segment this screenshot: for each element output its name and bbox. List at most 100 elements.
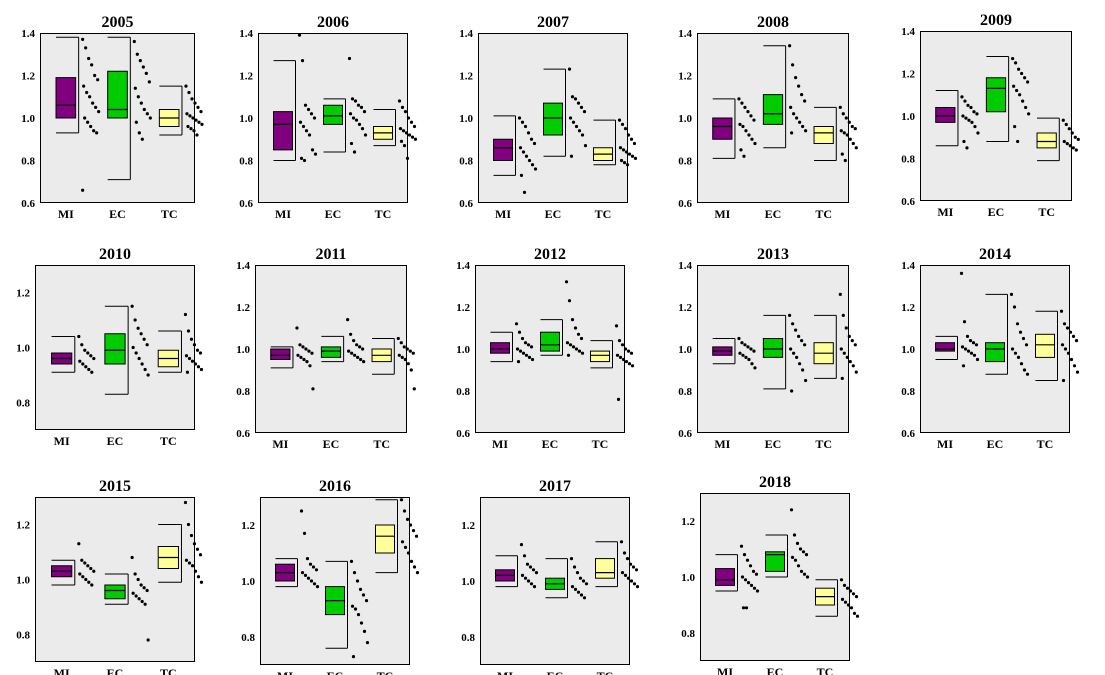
data-point [530,163,535,167]
data-point [299,355,303,359]
data-point [614,324,619,328]
y-tick-label: 1.2 [901,302,915,314]
data-point [398,127,403,131]
x-category-label: EC [107,434,124,448]
data-point [87,367,91,372]
y-tick-label: 1.0 [678,344,692,356]
plot-svg: 2013 0.6 0.8 1.0 1.2 1.4 MI EC TC [678,246,858,451]
box-MI [273,33,318,163]
x-category-label: TC [160,434,177,448]
data-point [622,161,627,165]
data-point [632,141,637,146]
data-point [412,124,417,129]
data-point [970,120,974,124]
data-point [397,99,402,103]
data-point [1061,118,1065,122]
data-point [843,600,848,604]
data-point [1027,112,1031,116]
data-point [627,152,632,156]
data-point [400,355,404,359]
data-point [309,579,314,583]
data-point [189,337,194,341]
data-point [516,360,521,364]
y-tick-label: 1.4 [459,28,473,40]
data-point [626,576,631,580]
data-point [147,80,151,84]
data-point [306,576,311,580]
x-category-label: EC [325,207,342,221]
data-point [400,105,405,109]
box-TC [813,292,858,380]
plot-svg: 2005 0.6 0.8 1.0 1.2 1.4 MI EC TC [21,14,204,221]
data-point [146,638,150,642]
data-point [399,498,404,502]
plot-svg: 2018 0.8 1.0 1.2 MI EC TC [681,474,860,675]
data-point [752,118,756,122]
data-point [515,347,520,351]
data-point [1064,122,1068,127]
data-point [363,133,368,137]
data-point [192,129,196,133]
data-point [87,56,91,61]
data-point [579,105,584,109]
x-category-label: MI [492,437,508,451]
data-point [523,124,528,129]
box-TC [1036,117,1080,162]
data-point [788,313,792,317]
y-tick-label: 0.6 [459,198,473,210]
box-EC [985,292,1030,376]
data-point [405,517,410,521]
plot-svg: 2016 0.8 1.0 1.2 MI EC TC [241,478,420,675]
x-category-label: EC [547,669,564,675]
x-category-label: TC [597,669,614,675]
data-point [799,569,804,573]
data-point [364,599,369,603]
data-point [1059,309,1064,313]
data-point [635,585,640,589]
data-point [1021,336,1026,341]
data-point [1014,61,1018,65]
data-point [80,558,84,562]
data-point [136,95,140,99]
data-point [619,158,624,163]
data-point [577,349,582,353]
data-point [626,133,631,137]
data-point [88,95,92,99]
data-point [199,110,203,114]
data-point [620,571,625,575]
data-point [580,351,585,355]
data-point [81,188,85,192]
data-point [630,364,635,368]
data-point [748,564,753,568]
x-category-label: EC [765,207,782,221]
data-point [853,343,857,347]
data-point [407,133,412,137]
data-point [962,320,967,324]
data-point [356,613,361,617]
data-point [962,139,966,144]
data-point [1012,305,1017,309]
data-point [840,376,844,380]
data-point [1065,142,1069,146]
data-point [969,105,973,110]
data-point [360,127,365,131]
data-point [1009,292,1014,296]
boxplot-panel-2005: 2005 0.6 0.8 1.0 1.2 1.4 MI EC TC [21,14,204,221]
data-point [361,593,366,597]
data-point [187,356,192,361]
plot-svg: 2007 0.6 0.8 1.0 1.2 1.4 MI EC TC [459,14,638,221]
data-point [802,572,807,576]
data-point [738,351,742,355]
iqr-box [55,77,77,119]
y-tick-label: 1.2 [21,71,35,83]
data-point [308,364,312,368]
data-point [790,555,795,559]
data-point [628,562,633,566]
y-tick-label: 1.0 [678,113,692,125]
data-point [524,154,529,158]
data-point [195,547,200,551]
data-point [842,583,847,587]
y-tick-label: 1.0 [16,575,30,587]
plot-svg: 2015 0.8 1.0 1.2 MI EC TC [16,478,204,675]
data-point [846,603,851,607]
